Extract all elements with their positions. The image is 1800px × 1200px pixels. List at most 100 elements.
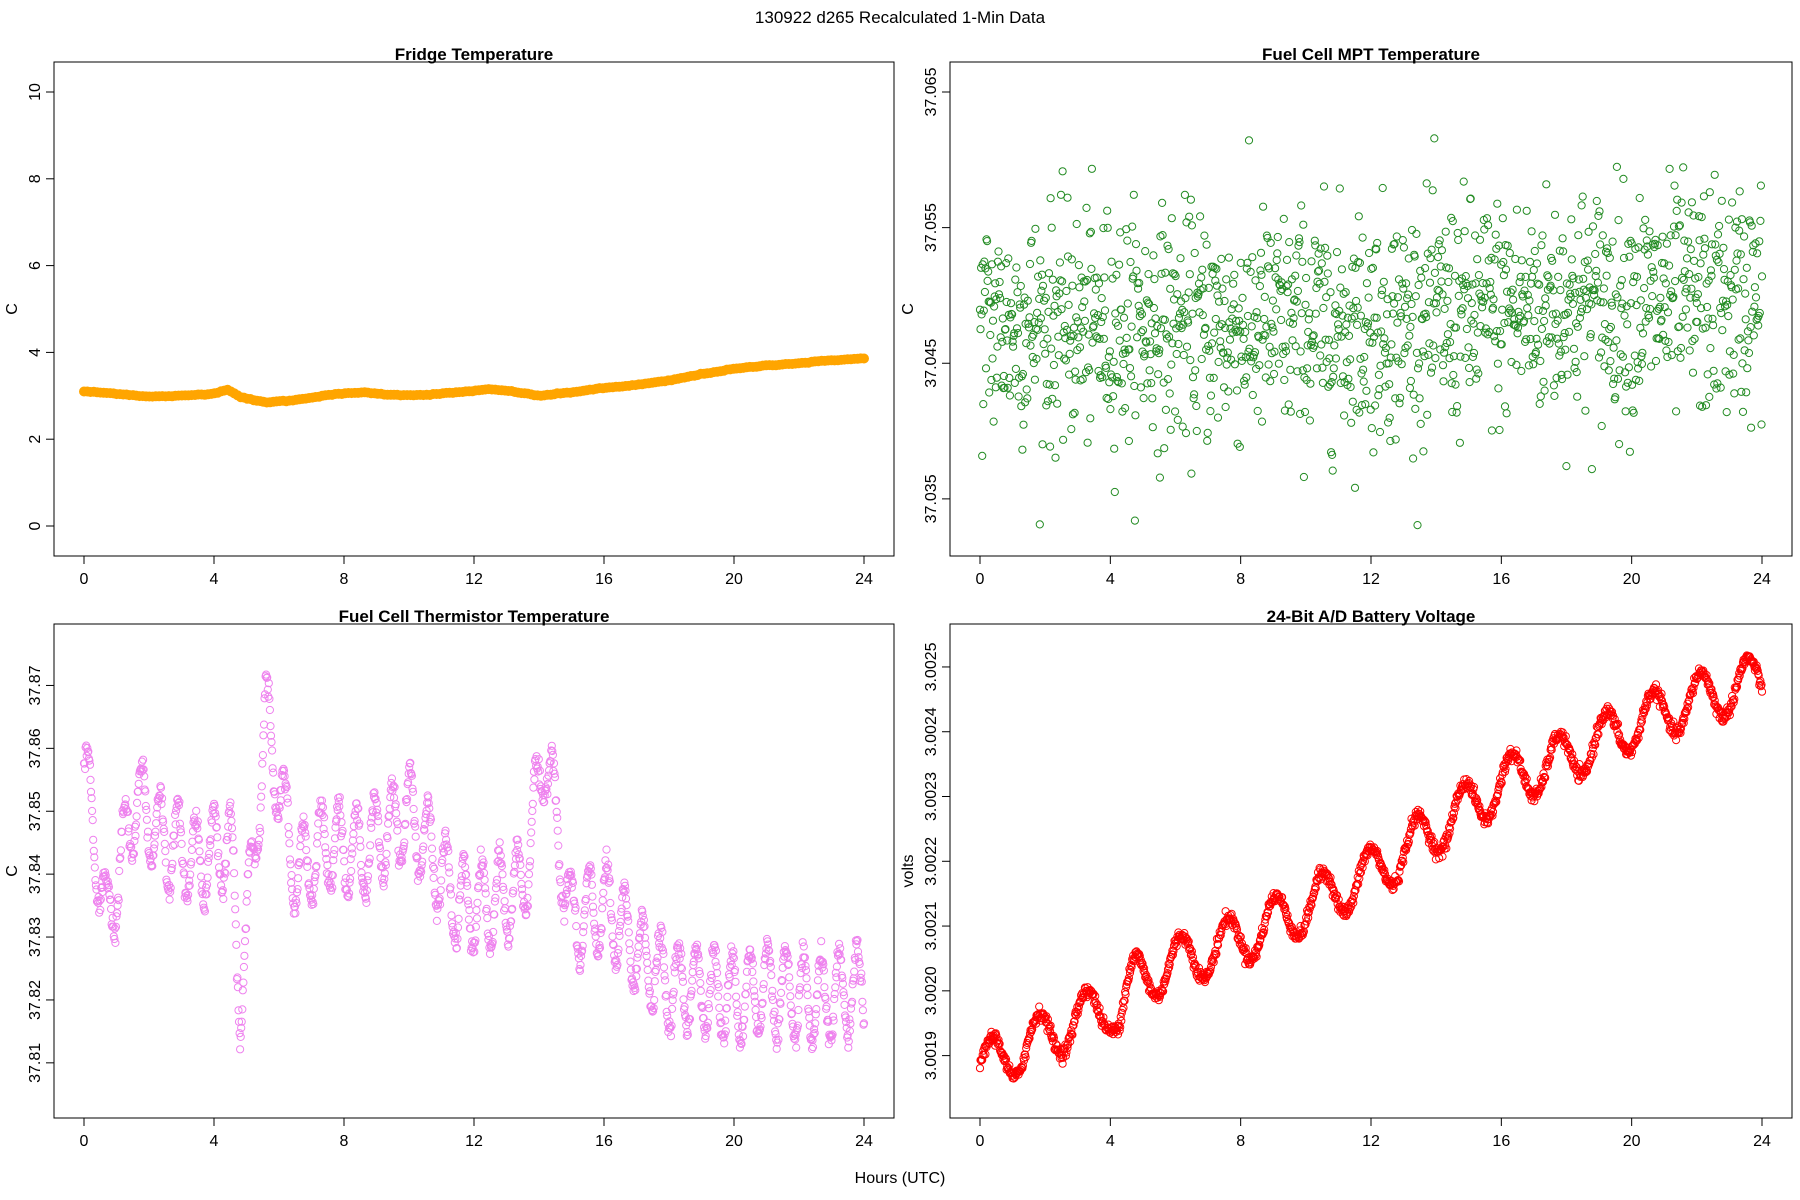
data-point <box>1651 235 1660 244</box>
data-point <box>269 768 278 777</box>
data-point <box>1436 262 1445 271</box>
data-point <box>217 881 226 890</box>
data-point <box>1058 277 1067 286</box>
data-point <box>650 996 659 1005</box>
data-point <box>1456 306 1466 315</box>
data-point <box>1347 314 1356 323</box>
data-point <box>437 876 446 885</box>
data-point <box>1699 192 1709 201</box>
data-point <box>1554 272 1563 281</box>
data-point <box>1390 299 1399 308</box>
data-point <box>1268 323 1277 332</box>
x-tick-label: 0 <box>80 1133 89 1150</box>
y-axis-label: volts <box>900 855 917 888</box>
data-point <box>204 857 213 866</box>
x-tick-label: 16 <box>595 1133 613 1150</box>
data-point <box>1164 245 1173 254</box>
data-point <box>1607 301 1617 310</box>
data-point <box>139 755 148 764</box>
data-point <box>1599 298 1608 307</box>
data-point <box>1687 198 1697 207</box>
data-point <box>348 836 357 845</box>
data-point <box>1437 277 1446 286</box>
data-point <box>1440 304 1449 313</box>
data-point <box>1446 338 1455 347</box>
data-point <box>111 938 120 948</box>
data-point <box>1460 227 1469 236</box>
data-point <box>1701 401 1711 410</box>
data-point <box>1305 309 1314 318</box>
data-point <box>1606 322 1616 332</box>
data-point <box>1067 425 1076 434</box>
data-point <box>1179 350 1188 360</box>
data-point <box>1218 284 1227 293</box>
data-point <box>1388 292 1397 301</box>
data-point <box>1575 313 1585 322</box>
data-point <box>1025 313 1034 322</box>
data-point <box>992 295 1001 304</box>
data-point <box>1559 333 1568 342</box>
data-point <box>1336 283 1345 292</box>
data-point <box>1379 277 1388 286</box>
data-point <box>995 277 1004 287</box>
x-tick-label: 8 <box>1236 571 1245 588</box>
data-point <box>528 806 537 816</box>
data-point <box>1111 309 1120 318</box>
data-point <box>185 881 194 890</box>
data-point <box>983 276 992 285</box>
data-point <box>1160 315 1169 324</box>
data-point <box>1372 313 1381 322</box>
data-point <box>501 904 510 913</box>
data-point <box>456 891 465 900</box>
data-point <box>1273 232 1282 242</box>
data-point <box>812 1005 821 1014</box>
data-point <box>1126 257 1135 267</box>
data-point <box>1329 372 1338 381</box>
data-point <box>1752 315 1761 324</box>
data-point <box>1458 304 1467 313</box>
data-point <box>1566 289 1575 298</box>
data-point <box>255 835 264 845</box>
data-point <box>1470 310 1479 320</box>
data-point <box>1300 373 1309 382</box>
data-point <box>1035 294 1044 303</box>
data-point <box>1700 244 1710 253</box>
data-point <box>116 846 126 855</box>
data-point <box>998 314 1007 323</box>
data-point <box>1003 383 1012 392</box>
data-point <box>1559 247 1568 256</box>
data-point <box>1737 387 1746 396</box>
data-point <box>1688 337 1697 346</box>
data-point <box>1277 315 1286 325</box>
data-point <box>996 333 1005 342</box>
data-point <box>1280 375 1289 385</box>
data-point <box>1317 259 1326 268</box>
data-point <box>1734 284 1743 293</box>
data-point <box>1756 181 1766 190</box>
data-point <box>1439 377 1448 386</box>
data-point <box>1312 364 1322 373</box>
data-point <box>1376 361 1385 370</box>
data-point <box>1214 357 1223 367</box>
data-point <box>1036 314 1046 323</box>
data-point <box>1143 298 1153 307</box>
x-tick-label: 24 <box>855 571 873 588</box>
data-point <box>1534 306 1543 315</box>
data-point <box>1223 353 1232 362</box>
data-point <box>158 794 167 803</box>
data-point <box>1478 303 1487 312</box>
data-point <box>1519 317 1529 326</box>
data-point <box>108 913 117 922</box>
data-point <box>1324 335 1334 344</box>
data-point <box>1616 281 1625 290</box>
data-point <box>1286 365 1295 374</box>
data-point <box>1256 248 1266 257</box>
data-point <box>1074 333 1083 342</box>
data-point <box>1749 331 1758 340</box>
data-point <box>483 914 492 923</box>
data-point <box>1122 333 1131 342</box>
data-point <box>1187 469 1196 478</box>
data-point <box>1623 320 1632 329</box>
data-point <box>1486 277 1495 287</box>
data-point <box>1406 322 1415 331</box>
